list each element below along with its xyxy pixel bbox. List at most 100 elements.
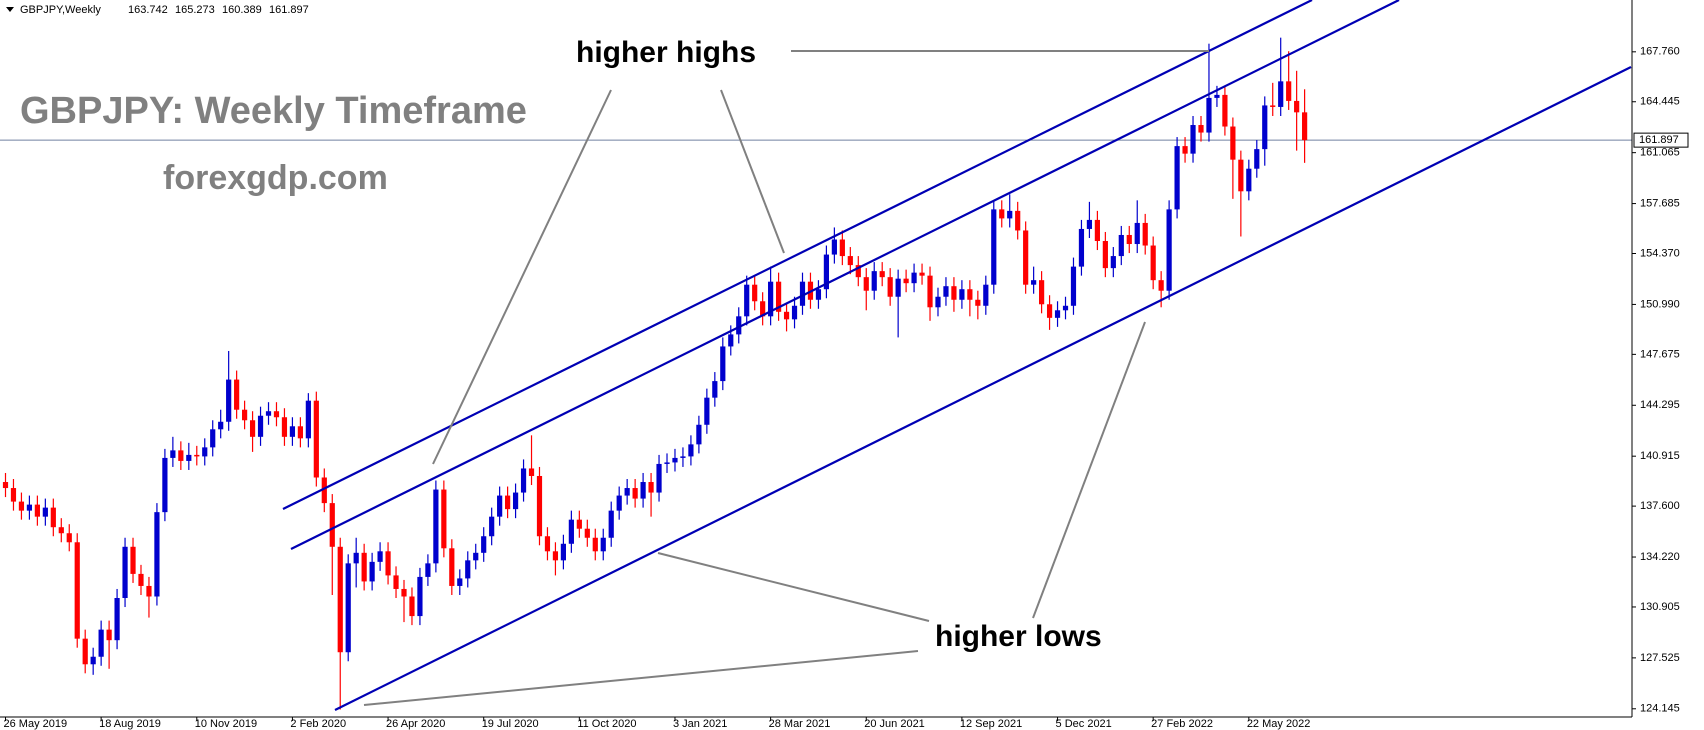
candle-body — [1174, 146, 1180, 210]
y-tick-label: 154.370 — [1640, 247, 1680, 259]
candle-body — [98, 629, 104, 657]
x-tick-label: 11 Oct 2020 — [577, 718, 636, 730]
candle-body — [178, 450, 184, 461]
candle-body — [417, 576, 423, 617]
candle-body — [624, 488, 630, 496]
candle-body — [576, 519, 582, 529]
candle-body — [289, 426, 296, 437]
candle-body — [1039, 280, 1045, 305]
candle-body — [1302, 112, 1308, 141]
candle-body — [146, 585, 152, 597]
y-tick-label: 161.065 — [1640, 147, 1680, 159]
x-tick-label: 22 May 2022 — [1247, 718, 1311, 730]
pointer-line — [432, 89, 612, 465]
candle-body — [265, 411, 272, 416]
candle-body — [1182, 146, 1188, 154]
candle-body — [1158, 280, 1164, 291]
candle-body — [1118, 234, 1124, 257]
candle-body — [18, 501, 25, 511]
candle-body — [10, 488, 17, 502]
candle-body — [983, 284, 989, 306]
candle-body — [863, 277, 869, 291]
channel-line — [290, 0, 1400, 550]
x-tick-label: 12 Sep 2021 — [960, 718, 1022, 730]
candle-body — [1070, 266, 1077, 306]
pointers — [363, 50, 1209, 706]
annotation: higher lows — [935, 620, 1102, 653]
candle-body — [321, 477, 327, 504]
candle-body — [409, 596, 415, 617]
candle-body — [680, 456, 686, 458]
candle-body — [226, 379, 232, 422]
candle-body — [122, 546, 128, 599]
candle-body — [616, 495, 622, 511]
candle-body — [401, 588, 407, 597]
candle-body — [393, 575, 399, 589]
x-tick-label: 19 Jul 2020 — [482, 718, 539, 730]
y-tick-label: 150.990 — [1640, 298, 1680, 310]
header-icon — [6, 7, 14, 12]
candle-body — [903, 278, 909, 284]
candle-body — [329, 503, 335, 547]
candle-body — [919, 272, 925, 276]
y-tick-label: 130.905 — [1640, 601, 1680, 613]
candle-body — [34, 504, 40, 517]
candle-body — [911, 272, 917, 284]
x-tick-label: 27 Feb 2022 — [1151, 718, 1213, 730]
candle-body — [688, 444, 694, 457]
candle-body — [186, 454, 192, 461]
candle-body — [951, 286, 957, 300]
candle-body — [712, 381, 718, 398]
candle-body — [999, 209, 1005, 219]
current-price-box — [1633, 132, 1689, 148]
candle-body — [242, 409, 248, 421]
candle-body — [138, 573, 144, 586]
candle-body — [584, 528, 590, 538]
candle-body — [1166, 209, 1172, 291]
candle-body — [449, 548, 455, 586]
candle-body — [66, 533, 72, 543]
candle-body — [194, 454, 200, 457]
candle-body — [744, 284, 750, 317]
candle-body — [345, 563, 351, 653]
header-close: 161.897 — [269, 4, 309, 16]
candle-body — [1238, 159, 1244, 192]
y-tick-label: 124.145 — [1640, 703, 1680, 715]
candle-body — [536, 475, 543, 537]
header-open: 163.742 — [128, 4, 168, 16]
candle-body — [799, 281, 806, 306]
candle-body — [1206, 97, 1212, 133]
candle-body — [26, 504, 33, 511]
candle-body — [672, 457, 678, 463]
candle-body — [481, 536, 487, 553]
x-tick-label: 2 Feb 2020 — [290, 718, 346, 730]
candle-body — [42, 507, 48, 517]
candle-body — [943, 286, 949, 297]
candle-body — [1046, 304, 1053, 318]
candle-body — [1246, 168, 1252, 192]
candle-body — [457, 578, 463, 586]
candle-body — [465, 560, 471, 579]
candle-body — [1086, 219, 1093, 229]
candle-body — [656, 463, 662, 493]
y-tick-label: 147.675 — [1640, 348, 1680, 360]
candle-body — [855, 265, 861, 278]
candle-body — [305, 400, 311, 439]
candle-body — [975, 299, 981, 306]
x-tick-label: 20 Jun 2021 — [864, 718, 925, 730]
candle-body — [297, 426, 303, 439]
candle-body — [1286, 81, 1292, 101]
candle-body — [1190, 125, 1196, 154]
candle-body — [1254, 149, 1260, 169]
candle-body — [1134, 222, 1140, 245]
channel-line — [334, 66, 1632, 711]
candle-body — [1222, 94, 1228, 127]
candle-body — [505, 495, 511, 510]
candle-body — [170, 450, 176, 458]
candle-body — [608, 510, 614, 538]
candle-body — [544, 536, 551, 552]
candle-body — [281, 417, 288, 437]
candle-body — [162, 457, 168, 513]
candle-body — [106, 629, 112, 641]
